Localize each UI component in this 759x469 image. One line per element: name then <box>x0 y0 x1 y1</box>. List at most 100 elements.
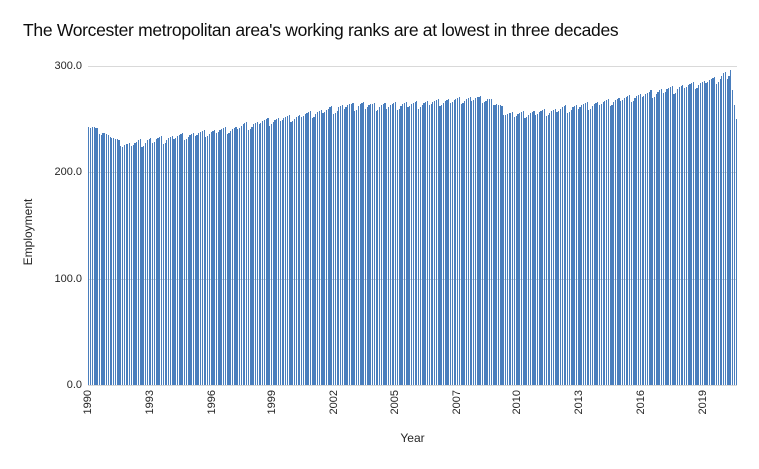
bar <box>226 134 228 385</box>
bar <box>632 101 634 385</box>
bar <box>586 102 588 385</box>
bar <box>93 126 95 385</box>
bar <box>393 103 395 385</box>
bar <box>721 75 723 385</box>
bar <box>473 100 475 385</box>
bar <box>597 102 599 385</box>
bar <box>556 111 558 385</box>
bar <box>496 104 498 385</box>
bar <box>400 106 402 385</box>
x-tick-label: 1990 <box>81 390 94 415</box>
bar <box>579 107 581 385</box>
bar <box>450 103 452 385</box>
gridline-100.0 <box>88 278 737 280</box>
bar <box>215 133 218 385</box>
bar <box>395 102 397 385</box>
bar <box>659 90 661 385</box>
bar <box>652 97 654 385</box>
bar <box>113 138 115 385</box>
x-tick-label: 2013 <box>573 390 586 415</box>
bar <box>308 111 310 385</box>
bar <box>130 145 132 385</box>
bar <box>265 119 267 385</box>
bar <box>403 103 406 385</box>
bar <box>728 75 730 385</box>
bar <box>136 141 138 385</box>
bar <box>487 98 489 385</box>
bar <box>634 97 636 385</box>
bar <box>317 111 319 385</box>
bar <box>444 101 446 385</box>
bar <box>309 110 312 385</box>
bar <box>666 89 668 385</box>
bar <box>123 144 125 385</box>
bar <box>407 107 409 385</box>
bar <box>258 124 260 385</box>
bar <box>301 117 303 385</box>
bar <box>143 145 145 385</box>
bar <box>368 105 370 385</box>
bar <box>574 106 576 385</box>
bar <box>723 73 725 385</box>
bar <box>533 110 535 385</box>
bar <box>256 122 258 385</box>
bar <box>453 100 455 385</box>
bar <box>127 143 129 385</box>
bar <box>687 85 689 385</box>
bar <box>160 136 163 385</box>
bar <box>428 105 430 385</box>
bar <box>503 114 505 385</box>
bar <box>423 103 425 385</box>
bar <box>675 92 677 385</box>
bar <box>662 92 664 385</box>
bar <box>441 105 443 385</box>
bar <box>104 133 106 385</box>
bar <box>173 139 175 385</box>
bar <box>334 112 336 385</box>
bar <box>137 140 140 385</box>
bar <box>295 117 297 385</box>
bar <box>607 98 609 385</box>
bar <box>645 93 647 385</box>
bar <box>604 101 606 385</box>
bar <box>391 104 393 385</box>
bar <box>262 121 264 385</box>
bar <box>185 139 187 385</box>
bar <box>462 103 464 385</box>
bar <box>489 98 491 385</box>
bar <box>549 112 551 385</box>
y-axis-title: Employment <box>21 198 35 266</box>
y-tick-label: 0.0 <box>66 379 82 391</box>
y-tick-label: 200.0 <box>54 166 82 179</box>
bar <box>134 142 136 385</box>
x-axis-title: Year <box>400 431 425 445</box>
bar <box>116 139 118 385</box>
bar <box>373 103 375 385</box>
bar <box>332 113 335 385</box>
bar <box>191 134 193 385</box>
bar <box>591 106 594 385</box>
bar <box>288 114 290 385</box>
bar <box>639 93 641 385</box>
bar <box>561 107 563 385</box>
bar <box>285 117 287 385</box>
bar <box>297 115 299 385</box>
bar <box>153 141 156 385</box>
bar <box>568 111 570 385</box>
bar <box>377 109 379 385</box>
bar <box>708 79 711 385</box>
bar <box>364 108 367 385</box>
bar <box>577 108 579 385</box>
bar <box>643 95 645 385</box>
x-tick-label: 2010 <box>511 390 523 415</box>
bar <box>109 137 111 385</box>
bar <box>668 88 670 385</box>
bar <box>483 102 485 385</box>
bar <box>350 104 352 385</box>
bar <box>396 109 398 385</box>
bar <box>91 126 93 385</box>
bar <box>733 105 735 385</box>
bar <box>219 129 221 385</box>
bar <box>387 107 390 385</box>
x-tick-label: 2002 <box>328 390 341 415</box>
